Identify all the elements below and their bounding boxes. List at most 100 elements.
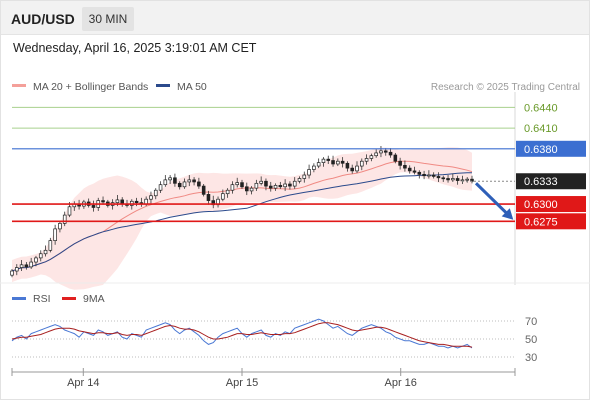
candle [379,146,383,158]
candle-body [302,174,307,179]
candle-body [451,178,455,181]
candle-body [431,174,436,177]
candle-body [393,154,398,162]
rsi-legend-item: 9MA [62,293,105,305]
candle [168,175,172,185]
legend-item: MA 20 + Bollinger Bands [12,81,148,93]
candle [307,164,311,179]
candle [436,172,441,182]
level-0.6333: 0.6333 [462,173,586,190]
candle-body [149,195,153,200]
time-tick-label: Apr 16 [384,377,416,389]
candle-body [268,185,273,189]
time-axis: Apr 14 Apr 15 Apr 16 [11,368,516,389]
candle [268,181,273,192]
legend-swatch [156,84,170,87]
candle [58,221,62,233]
candle-body [259,180,263,184]
candle-body [360,160,364,167]
candle [393,152,398,164]
candle [398,157,402,170]
candle-body [297,178,302,182]
candle-body [364,158,369,162]
level-tag [516,173,586,190]
candle [297,176,302,184]
candle-body [221,193,225,200]
candle-body [91,205,96,208]
candle-body [187,179,192,183]
candle [403,160,407,172]
candle [455,175,460,185]
candle-body [58,223,62,230]
level-0.6275: 0.6275 [12,213,586,230]
candle [38,250,43,262]
candle-body [264,180,268,187]
candle-body [245,186,249,192]
forecast-arrow [474,182,514,220]
candle-body [455,178,460,181]
candle [412,166,417,175]
candle [427,170,431,179]
candle-body [158,184,163,191]
candle-body [283,183,287,188]
candle [149,191,153,204]
rsi-legend-item: RSI [12,293,51,305]
level-tag [516,140,586,157]
time-tick-label: Apr 14 [67,377,99,389]
forecast-arrow-shaft [474,182,511,217]
candle-body [43,249,48,255]
legend-swatch [12,84,26,87]
candle-body [19,264,24,268]
level-0.6410: 0.6410 [12,123,558,135]
candle-body [163,179,168,186]
candle-body [273,185,278,189]
candle [182,178,187,189]
candle [312,163,316,173]
candle-body [230,184,235,191]
candle-body [436,176,441,179]
candle [19,259,24,272]
candle [153,188,158,200]
candle-body [48,240,53,251]
candle-body [465,178,469,181]
rsi-ma9-line [11,322,473,348]
candle-body [326,158,331,161]
candle-body [29,261,33,268]
candle [355,161,359,173]
bollinger-band-fill [12,147,472,290]
candle [62,211,67,227]
candle [374,149,378,158]
candle [48,237,53,253]
candle [331,155,335,167]
candle [350,164,354,174]
candle [441,175,446,182]
level-0.6440: 0.6440 [12,102,558,114]
key-levels: 0.6440 0.6410 0.6380 0.6333 0.6300 0.6275 [12,102,586,230]
candle [225,188,230,198]
candle-body [254,182,259,189]
candle [230,181,235,194]
candle-body [383,150,388,153]
candle-body [101,200,105,203]
legend-swatch [12,297,26,300]
bollinger-bands [11,147,473,290]
timeframe-badge[interactable]: 30 MIN [82,7,134,31]
candle [259,176,263,186]
watermark-text: Research © 2025 Trading Central [431,82,580,93]
candle-body [369,155,374,159]
candle-body [460,179,465,182]
price-legend: MA 20 + Bollinger Bands MA 50 [12,81,207,93]
legend-item: MA 50 [156,81,207,93]
candle [316,158,321,169]
level-label: 0.6275 [524,216,558,228]
candle-body [403,165,407,169]
candle-body [336,160,340,165]
candle-body [62,214,67,224]
candle [24,262,29,270]
candle [340,157,345,168]
candle-body [115,199,120,204]
candle-body [422,173,426,177]
candle-body [292,180,297,187]
candle-body [331,160,335,165]
candle-body [321,158,326,163]
